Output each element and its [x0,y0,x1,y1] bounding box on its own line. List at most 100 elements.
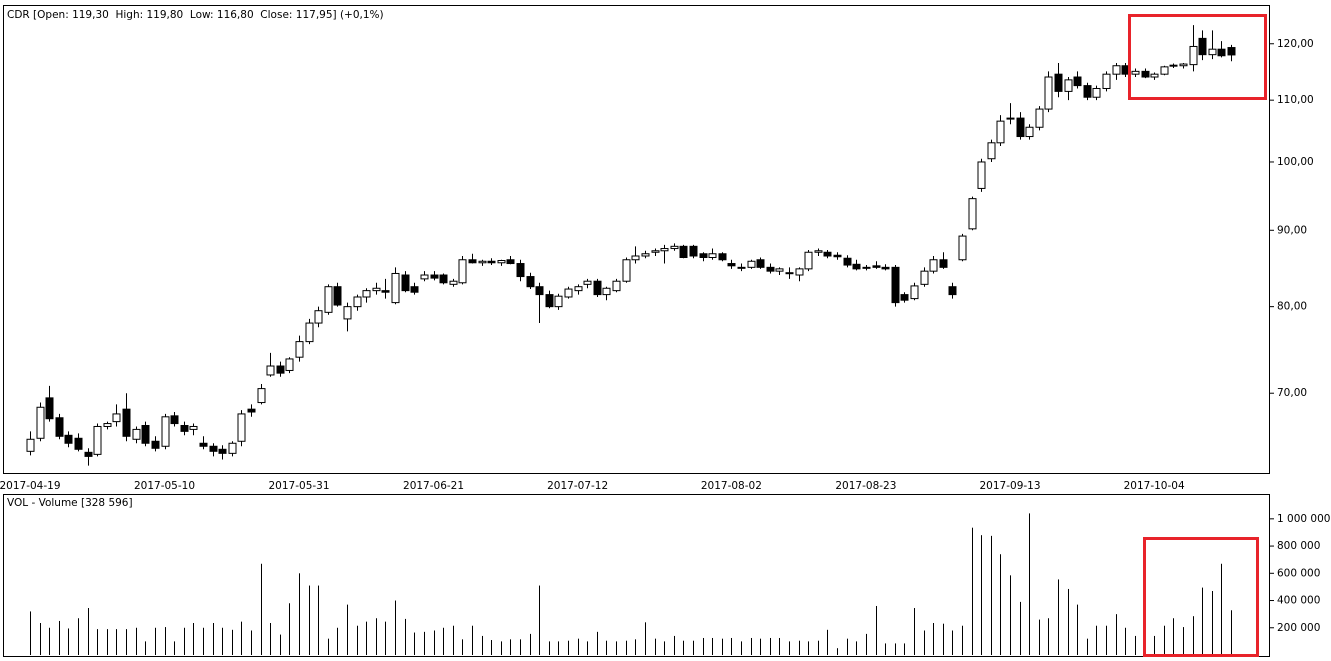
candle-body [295,341,304,358]
volume-bar [712,637,713,655]
volume-bar [1193,616,1194,655]
volume-bar [933,623,934,655]
y-tick-label: 100,00 [1277,156,1314,168]
volume-bar [116,629,117,655]
candle-body [1083,85,1092,98]
volume-bar [645,622,646,655]
volume-bar [289,603,290,655]
x-tick-label: 2017-06-21 [403,480,464,492]
volume-bar [424,631,425,655]
candle-body [45,397,54,420]
candle-body [843,257,852,266]
volume-bar [578,638,579,655]
x-tick-label: 2017-09-13 [980,480,1041,492]
candle-body [1141,70,1150,78]
candle-body [689,245,698,257]
volume-bar [482,635,483,655]
volume-bar [827,629,828,655]
volume-bar [1068,588,1069,655]
candle-body [103,423,112,427]
volume-bar [924,630,925,655]
candle-body [977,161,986,189]
candle-body [1227,47,1236,56]
candle-body [814,250,823,253]
volume-bar [597,631,598,655]
volume-bar [1116,614,1117,655]
candle-body [93,425,102,455]
volume-bar [885,643,886,655]
candle-body [727,263,736,267]
candle-body [785,272,794,275]
candle-body [583,280,592,285]
candle-body [910,285,919,300]
candle-body [1169,64,1178,67]
candle-body [430,274,439,279]
volume-bar [1212,591,1213,655]
candle-body [823,251,832,257]
candle-body [775,268,784,272]
volume-bar [1010,575,1011,655]
volume-bar [789,641,790,655]
candle-body [948,286,957,296]
candle-body [651,250,660,253]
candle-body [593,280,602,296]
volume-bar [895,643,896,655]
volume-bar [434,630,435,655]
volume-bar [501,641,502,655]
candle-body [660,248,669,252]
candle-body [180,425,189,432]
candle-body [266,365,275,376]
candle-body [574,286,583,292]
volume-bar [97,629,98,655]
volume-bar [155,627,156,655]
y-tick-label: 400 000 [1277,595,1320,607]
candle-body [756,259,765,268]
volume-bar [1020,601,1021,655]
volume-bar [972,527,973,655]
candle-body [372,287,381,292]
candle-body [151,440,160,449]
x-tick-label: 2017-08-23 [835,480,896,492]
candle-body [170,415,179,425]
candle-body [554,295,563,308]
candle-body [1073,76,1082,87]
volume-bar [760,638,761,655]
volume-bar [357,625,358,655]
volume-bar [395,600,396,655]
candle-body [84,451,93,457]
candle-body [968,198,977,230]
volume-bar [664,641,665,655]
candle-body [872,265,881,268]
candle-body [766,266,775,272]
candle-body [506,259,515,265]
volume-bar [1048,618,1049,655]
volume-bar [174,641,175,655]
volume-bar [568,640,569,655]
volume-bar [616,641,617,655]
volume-bar [30,611,31,655]
candle-body [1025,126,1034,138]
volume-bar [213,623,214,655]
y-tick-label: 70,00 [1277,387,1307,399]
candle-body [257,388,266,404]
candle-body [132,428,141,440]
volume-bar [520,639,521,655]
volume-bar [635,639,636,655]
volume-bar [779,637,780,655]
volume-bar [1077,604,1078,655]
candle-body [449,280,458,285]
candle-body [420,274,429,280]
highlight-box [1128,14,1267,100]
volume-bar [49,627,50,655]
volume-bar [539,585,540,655]
volume-bar [914,608,915,655]
candle-body [631,255,640,261]
candle-body [1064,79,1073,92]
candle-body [1016,117,1025,138]
volume-bar [1125,627,1126,655]
volume-bar [981,535,982,655]
volume-bar [462,639,463,655]
volume-bar [856,641,857,655]
candle-body [218,448,227,454]
x-tick-label: 2017-05-31 [269,480,330,492]
